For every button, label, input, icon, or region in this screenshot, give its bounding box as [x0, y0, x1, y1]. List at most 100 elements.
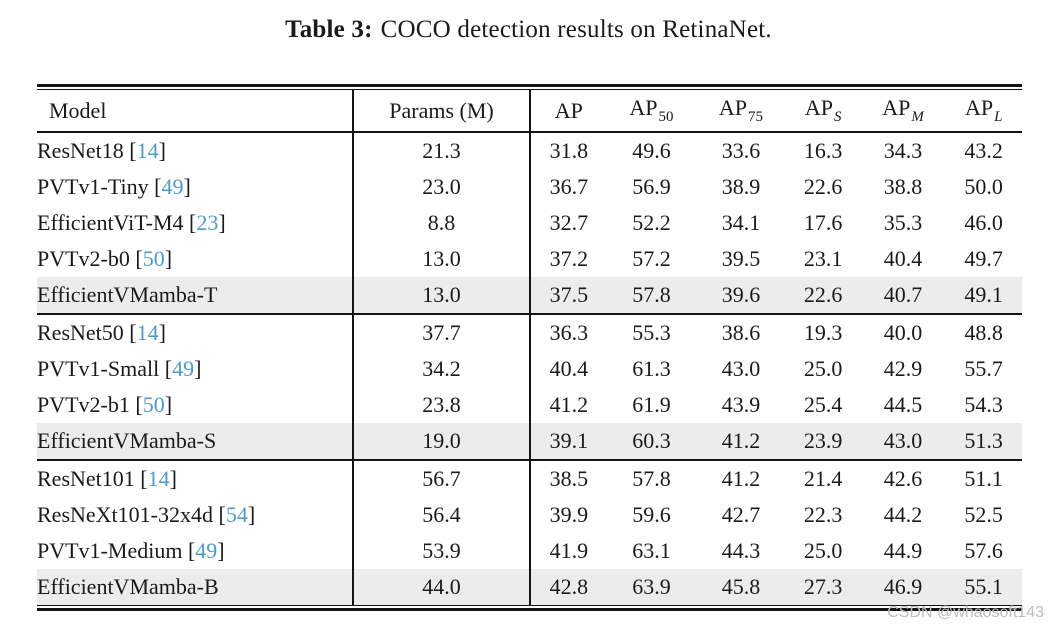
params-cell: 37.7 [353, 314, 531, 351]
metric-cell: 43.2 [964, 138, 1003, 163]
metric-cell: 25.0 [803, 356, 843, 381]
metric-cell: 54.3 [964, 392, 1003, 417]
metric-cell: 39.9 [549, 502, 589, 527]
metric-subscript: L [994, 108, 1003, 125]
table-row: ResNet101 [14] 56.7 38.5 57.8 41.2 21.4 42.6 51… [37, 460, 1022, 497]
model-cell: PVTv1-Medium [49] [37, 533, 354, 569]
csdn-watermark: CSDN @whaosoft143 [887, 604, 1044, 621]
header-model: Model [37, 89, 354, 133]
metric-cell: 57.8 [606, 277, 697, 315]
metric-cell: 57.6 [964, 538, 1003, 563]
table-caption-text: COCO detection results on RetinaNet. [380, 16, 772, 43]
table-row: EfficientVMamba-B 44.0 42.8 63.9 45.8 27.3 46.… [37, 569, 1022, 606]
metric-cell: 46.0 [964, 210, 1003, 235]
citation-link[interactable]: 49 [161, 174, 184, 199]
metric-cell: 57.2 [632, 246, 671, 271]
metric-subscript: M [911, 108, 924, 125]
metric-subscript: 75 [748, 108, 763, 125]
metric-cell: 36.7 [549, 174, 589, 199]
citation-link[interactable]: 54 [225, 502, 248, 527]
header-metric-50: AP50 [606, 89, 697, 133]
header-metric-L: APL [945, 89, 1022, 133]
metric-cell: 44.5 [883, 392, 923, 417]
params-cell: 53.9 [353, 533, 531, 569]
metric-cell: 38.6 [721, 320, 761, 345]
table-row: EfficientVMamba-T 13.0 37.5 57.8 39.6 22.6 40.… [37, 277, 1022, 315]
model-cell: PVTv1-Small [49] [37, 351, 354, 387]
params-cell: 21.3 [353, 132, 531, 169]
citation-link[interactable]: 23 [196, 210, 219, 235]
metric-cell: 40.4 [549, 356, 589, 381]
metric-cell: 22.3 [803, 502, 843, 527]
citation-link[interactable]: 14 [147, 466, 170, 491]
metric-cell: 50.0 [964, 174, 1003, 199]
metric-cell: 39.1 [530, 423, 607, 461]
model-cell: EfficientVMamba-S [37, 423, 354, 461]
metric-cell: 52.2 [632, 210, 671, 235]
header-metric-75: AP75 [696, 89, 786, 133]
table-row: ResNeXt101-32x4d [54] 56.4 39.9 59.6 42.7 22.… [37, 497, 1022, 533]
params-cell: 56.4 [353, 497, 531, 533]
table-caption-number: Table 3: [285, 16, 373, 43]
metric-cell: 40.0 [883, 320, 923, 345]
metric-cell: 51.1 [964, 466, 1003, 491]
citation-link[interactable]: 50 [142, 246, 165, 271]
model-cell: ResNet18 [14] [37, 132, 354, 169]
citation-link[interactable]: 14 [136, 320, 159, 345]
table-row: PVTv1-Small [49] 34.2 40.4 61.3 43.0 25.0 42.9… [37, 351, 1022, 387]
metric-cell: 38.5 [549, 466, 589, 491]
metric-cell: 16.3 [803, 138, 843, 163]
metric-cell: 33.6 [721, 138, 761, 163]
header-metric-ap: AP [530, 89, 607, 133]
metric-cell: 63.1 [632, 538, 671, 563]
metric-cell: 25.0 [803, 538, 843, 563]
metric-cell: 49.1 [945, 277, 1022, 315]
citation-link[interactable]: 14 [136, 138, 159, 163]
model-cell: EfficientVMamba-T [37, 277, 354, 315]
metric-cell: 44.3 [721, 538, 761, 563]
metric-cell: 38.8 [883, 174, 923, 199]
metric-cell: 19.3 [803, 320, 843, 345]
metric-cell: 48.8 [964, 320, 1003, 345]
metric-cell: 44.2 [883, 502, 923, 527]
metric-cell: 36.3 [549, 320, 589, 345]
params-cell: 13.0 [353, 241, 531, 277]
results-table-wrapper: Model Params (M) AP AP50 AP75 APS APM APL Res… [37, 84, 1022, 611]
metric-cell: 34.1 [721, 210, 761, 235]
metric-subscript: 50 [658, 108, 674, 125]
metric-cell: 43.0 [721, 356, 761, 381]
metric-cell: 39.5 [721, 246, 761, 271]
metric-cell: 55.1 [964, 574, 1003, 599]
results-table: Model Params (M) AP AP50 AP75 APS APM APL Res… [37, 89, 1022, 606]
metric-cell: 61.9 [632, 392, 671, 417]
metric-cell: 42.9 [883, 356, 923, 381]
header-metric-M: APM [860, 89, 946, 133]
metric-cell: 38.9 [721, 174, 761, 199]
metric-subscript: S [834, 108, 842, 125]
metric-cell: 17.6 [803, 210, 843, 235]
table-header: Model Params (M) AP AP50 AP75 APS APM APL [37, 89, 1022, 133]
model-cell: ResNet50 [14] [37, 314, 354, 351]
table-row: ResNet50 [14] 37.7 36.3 55.3 38.6 19.3 40.0 48.… [37, 314, 1022, 351]
table-body: ResNet18 [14] 21.3 31.8 49.6 33.6 16.3 34.3 43.… [37, 132, 1022, 606]
metric-cell: 23.1 [803, 246, 843, 271]
table-row: PVTv2-b1 [50] 23.8 41.2 61.9 43.9 25.4 44.5 54.… [37, 387, 1022, 423]
params-cell: 34.2 [353, 351, 531, 387]
metric-cell: 41.2 [549, 392, 589, 417]
metric-cell: 52.5 [964, 502, 1003, 527]
header-params: Params (M) [353, 89, 531, 133]
metric-cell: 61.3 [632, 356, 671, 381]
citation-link[interactable]: 49 [195, 538, 218, 563]
metric-cell: 34.3 [883, 138, 923, 163]
citation-link[interactable]: 50 [142, 392, 165, 417]
params-cell: 56.7 [353, 460, 531, 497]
metric-cell: 42.6 [883, 466, 923, 491]
citation-link[interactable]: 49 [172, 356, 195, 381]
metric-cell: 55.3 [632, 320, 671, 345]
metric-cell: 37.5 [530, 277, 607, 315]
metric-cell: 43.0 [860, 423, 946, 461]
table-row: PVTv1-Medium [49] 53.9 41.9 63.1 44.3 25.0 44.… [37, 533, 1022, 569]
table-row: ResNet18 [14] 21.3 31.8 49.6 33.6 16.3 34.3 43.… [37, 132, 1022, 169]
metric-cell: 49.7 [964, 246, 1003, 271]
params-cell: 19.0 [353, 423, 531, 461]
